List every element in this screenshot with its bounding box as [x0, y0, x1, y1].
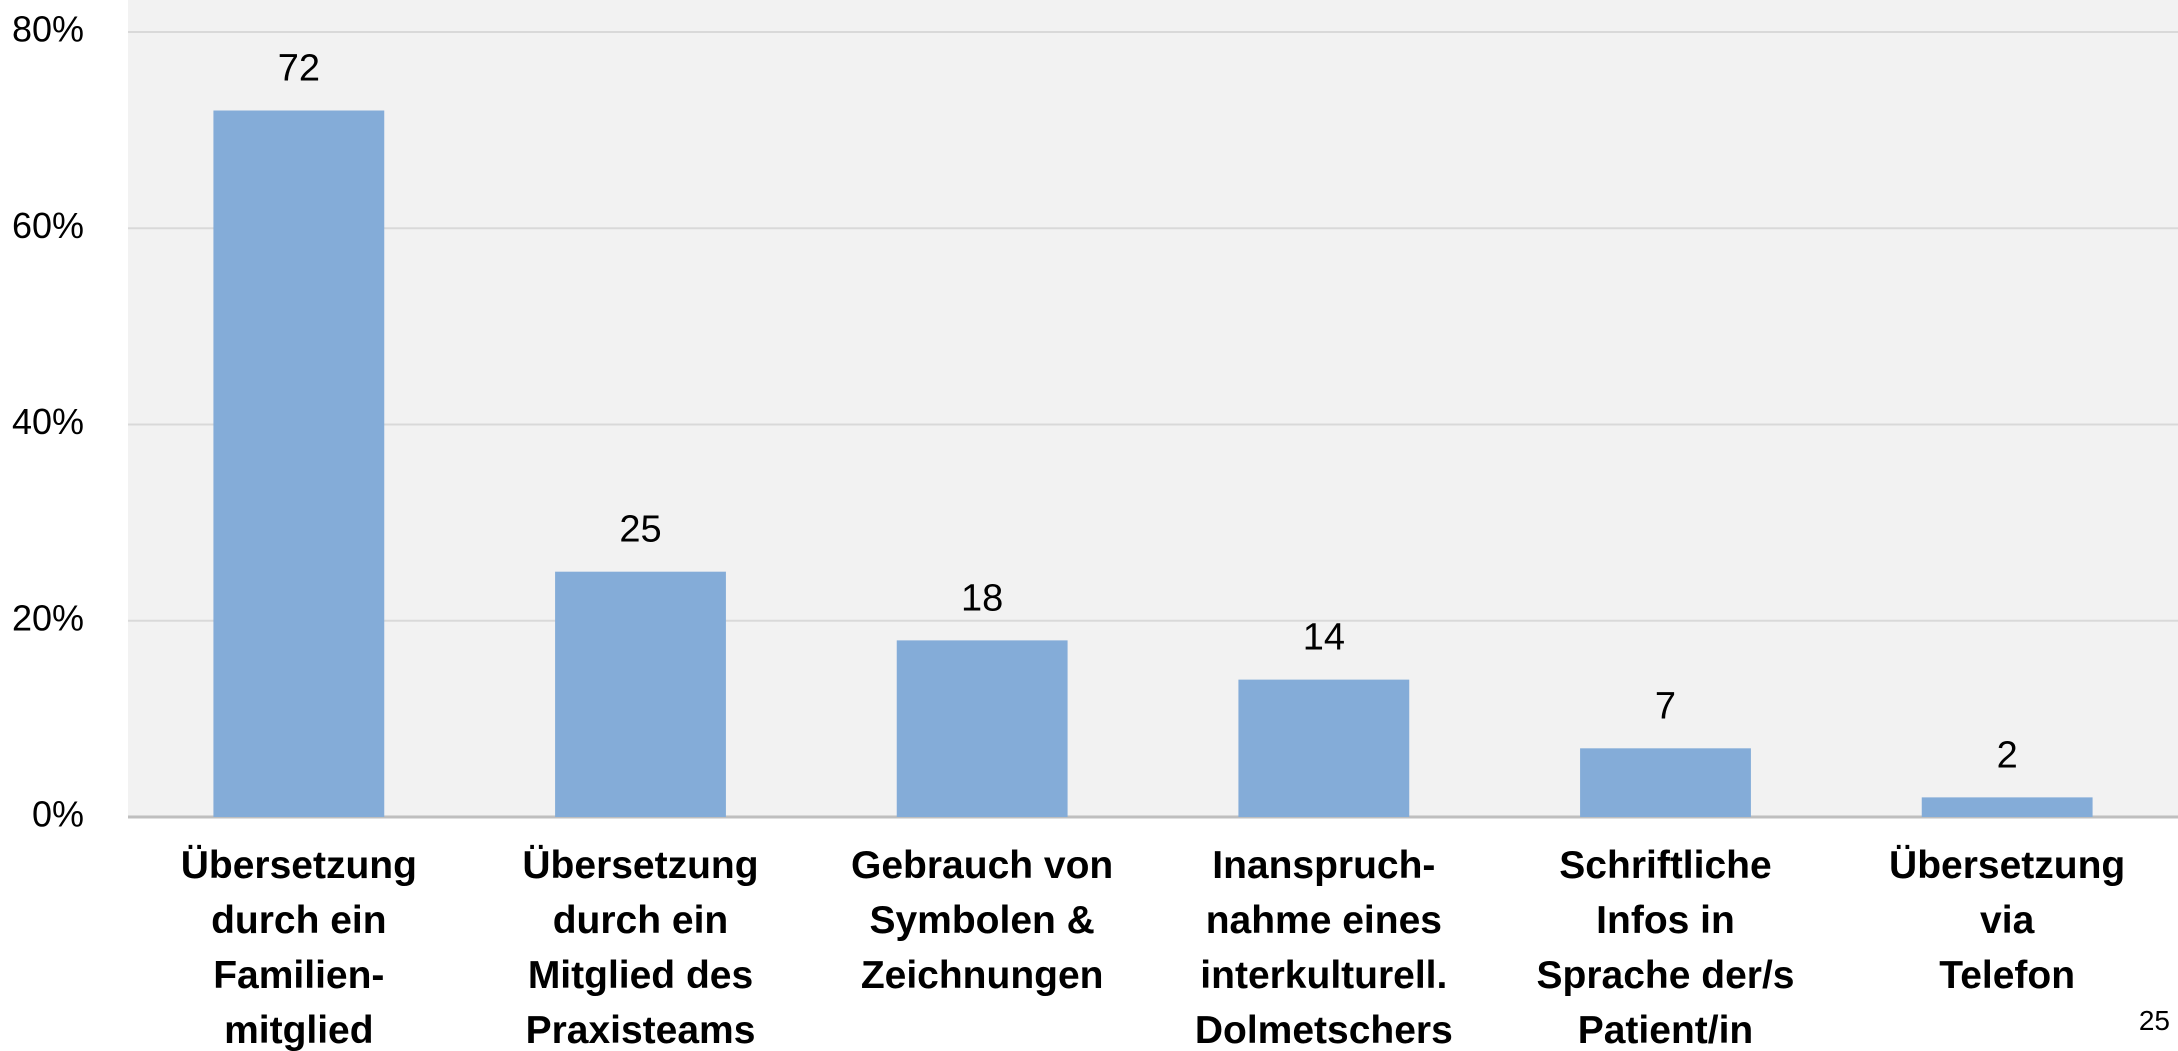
page-number: 25 [2138, 1005, 2170, 1036]
data-label: 25 [619, 509, 661, 551]
bar [1238, 679, 1410, 817]
x-tick-label: Übersetzung durch ein Mitglied des Praxi… [522, 844, 759, 1051]
bar [1580, 748, 1751, 817]
bar [896, 640, 1068, 817]
x-tick-label: Übersetzung via Telefon [1889, 844, 2126, 997]
y-tick-label: 0% [32, 794, 84, 835]
y-tick-label: 60% [12, 205, 84, 246]
data-label: 14 [1303, 617, 1345, 659]
data-label: 7 [1655, 685, 1676, 727]
y-tick-label: 40% [12, 401, 84, 442]
y-tick-label: 80% [12, 9, 84, 50]
x-tick-label: Übersetzung durch ein Familien- mitglied [180, 844, 417, 1051]
x-tick-label: Schriftliche Infos in Sprache der/s Pati… [1536, 844, 1795, 1051]
plot-area [128, 0, 2178, 817]
y-tick-label: 20% [12, 597, 84, 638]
x-tick-label: Gebrauch von Symbolen & Zeichnungen [851, 844, 1114, 997]
data-label: 18 [961, 577, 1003, 619]
data-label: 72 [278, 48, 320, 90]
bar [213, 110, 385, 817]
bar [1921, 797, 2093, 817]
bar [555, 571, 726, 817]
x-tick-label: Inanspruch- nahme eines interkulturell. … [1194, 844, 1453, 1051]
data-label: 2 [1997, 734, 2018, 776]
